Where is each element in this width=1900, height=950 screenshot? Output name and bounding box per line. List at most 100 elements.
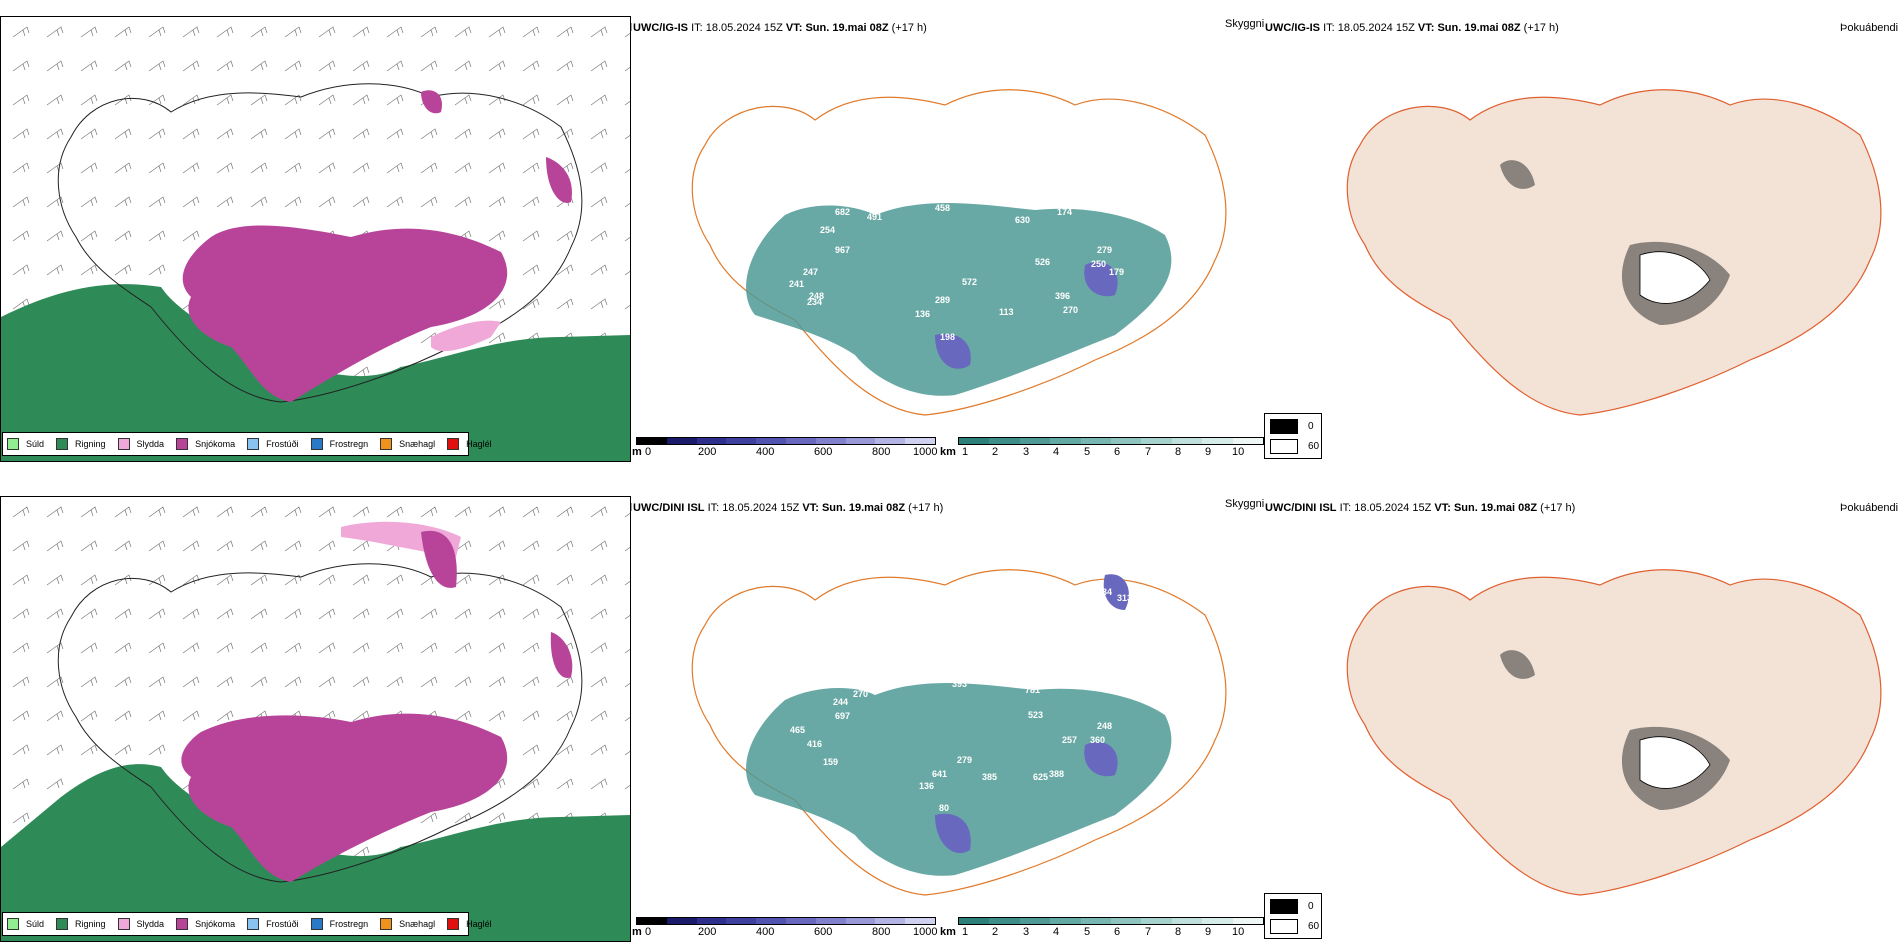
value-label: 241 (789, 279, 804, 289)
wind-barb (318, 162, 336, 174)
legend-item-frostregn: Frostregn (310, 918, 368, 930)
wind-barb (386, 196, 404, 208)
wind-barb (182, 60, 200, 72)
legend-swatch (7, 918, 19, 930)
wind-barb (12, 506, 30, 518)
wind-barb (80, 162, 98, 174)
snow-north (421, 90, 442, 114)
value-label: 279 (863, 669, 878, 679)
wind-barb (386, 162, 404, 174)
wind-barb (386, 608, 404, 620)
colorbar-segment (1232, 438, 1264, 444)
legend-swatch (176, 438, 189, 450)
wind-barb (216, 60, 234, 72)
wind-barb (420, 128, 438, 140)
legend-item-slydda: Slydda (117, 438, 164, 450)
low-visibility-area (746, 203, 1172, 396)
wind-barb (420, 26, 438, 38)
wind-barb (114, 540, 132, 552)
legend-swatch (447, 918, 460, 930)
wind-barb (318, 60, 336, 72)
visibility-title: Skyggni (1225, 18, 1265, 30)
wind-barb (420, 162, 438, 174)
wind-barb (386, 128, 404, 140)
wind-barb (46, 506, 64, 518)
wind-barb (216, 94, 234, 106)
legend-item-frostregn: Frostregn (310, 438, 368, 450)
value-label: 533 (1107, 685, 1122, 695)
wind-barb (420, 642, 438, 654)
wind-barb (80, 540, 98, 552)
legend-swatch (447, 438, 460, 450)
value-label: 287 (860, 197, 875, 207)
wind-barb (556, 710, 574, 722)
precip-value-labels: 279 396 372 270 244 697 393 381 571 781 282 533 523 2… (790, 587, 1132, 813)
fog-title: Þokuábendi (1840, 502, 1899, 514)
wind-barb (284, 196, 302, 208)
colorbar-segment (875, 438, 906, 444)
wind-barb (216, 128, 234, 140)
forecast-header: UWC/IG-IS IT: 18.05.2024 15Z VT: Sun. 19… (1265, 22, 1559, 34)
wind-barb (454, 162, 472, 174)
wind-barb (352, 540, 370, 552)
wind-barb (488, 298, 506, 310)
wind-barb (556, 778, 574, 790)
value-label: 572 (962, 277, 977, 287)
colorbar-segment (1232, 918, 1264, 924)
wind-barb (556, 94, 574, 106)
visibility-title: Skyggni (1225, 498, 1265, 510)
wind-barb (488, 230, 506, 242)
wind-barb (250, 676, 268, 688)
wind-barb (488, 60, 506, 72)
wind-barb (624, 270, 630, 276)
wind-barb (114, 506, 132, 518)
value-label: 491 (867, 212, 882, 222)
wind-barb (148, 676, 166, 688)
wind-barb (352, 60, 370, 72)
wind-barb (352, 26, 370, 38)
value-label: 334 (1097, 587, 1112, 597)
wind-barb (216, 506, 234, 518)
legend-swatch (380, 918, 393, 930)
wind-barb (420, 506, 438, 518)
wind-barb (284, 162, 302, 174)
wind-barb (284, 608, 302, 620)
wind-barb (148, 710, 166, 722)
wind-barb (590, 26, 608, 38)
wind-barb (318, 196, 336, 208)
wind-barb (114, 642, 132, 654)
colorbar-segment (1171, 438, 1203, 444)
high-elevation-spots (935, 574, 1129, 854)
visibility-map: 279 396 372 270 244 697 393 381 571 781 282 533 523 2… (691, 569, 1227, 896)
wind-barb (590, 196, 608, 208)
wind-barb (556, 60, 574, 72)
value-label: 282 (1065, 679, 1080, 689)
wind-barb (46, 676, 64, 688)
wind-barb (250, 608, 268, 620)
wind-barb (46, 540, 64, 552)
wind-barb (488, 540, 506, 552)
colorbar-segment (666, 438, 697, 444)
elevation-colorbar (636, 917, 936, 925)
wind-barb (624, 784, 630, 790)
value-label: 234 (807, 297, 822, 307)
wind-barb (488, 812, 506, 824)
wind-barb (522, 710, 540, 722)
wind-barb (386, 642, 404, 654)
wind-barb (12, 196, 30, 208)
wind-barb (556, 506, 574, 518)
wind-barb (46, 710, 64, 722)
wind-barb (522, 298, 540, 310)
colorbar-segment (959, 438, 990, 444)
forecast-header: UWC/IG-IS IT: 18.05.2024 15Z VT: Sun. 19… (633, 22, 927, 34)
wind-barb (624, 716, 630, 722)
wind-barb (46, 230, 64, 242)
value-label: 458 (935, 203, 950, 213)
wind-barb (46, 196, 64, 208)
wind-barb (12, 94, 30, 106)
wind-barb (80, 608, 98, 620)
colorbar-segment (1141, 918, 1172, 924)
wind-barb (454, 506, 472, 518)
value-label: 571 (1023, 662, 1038, 672)
value-label: 244 (833, 697, 848, 707)
